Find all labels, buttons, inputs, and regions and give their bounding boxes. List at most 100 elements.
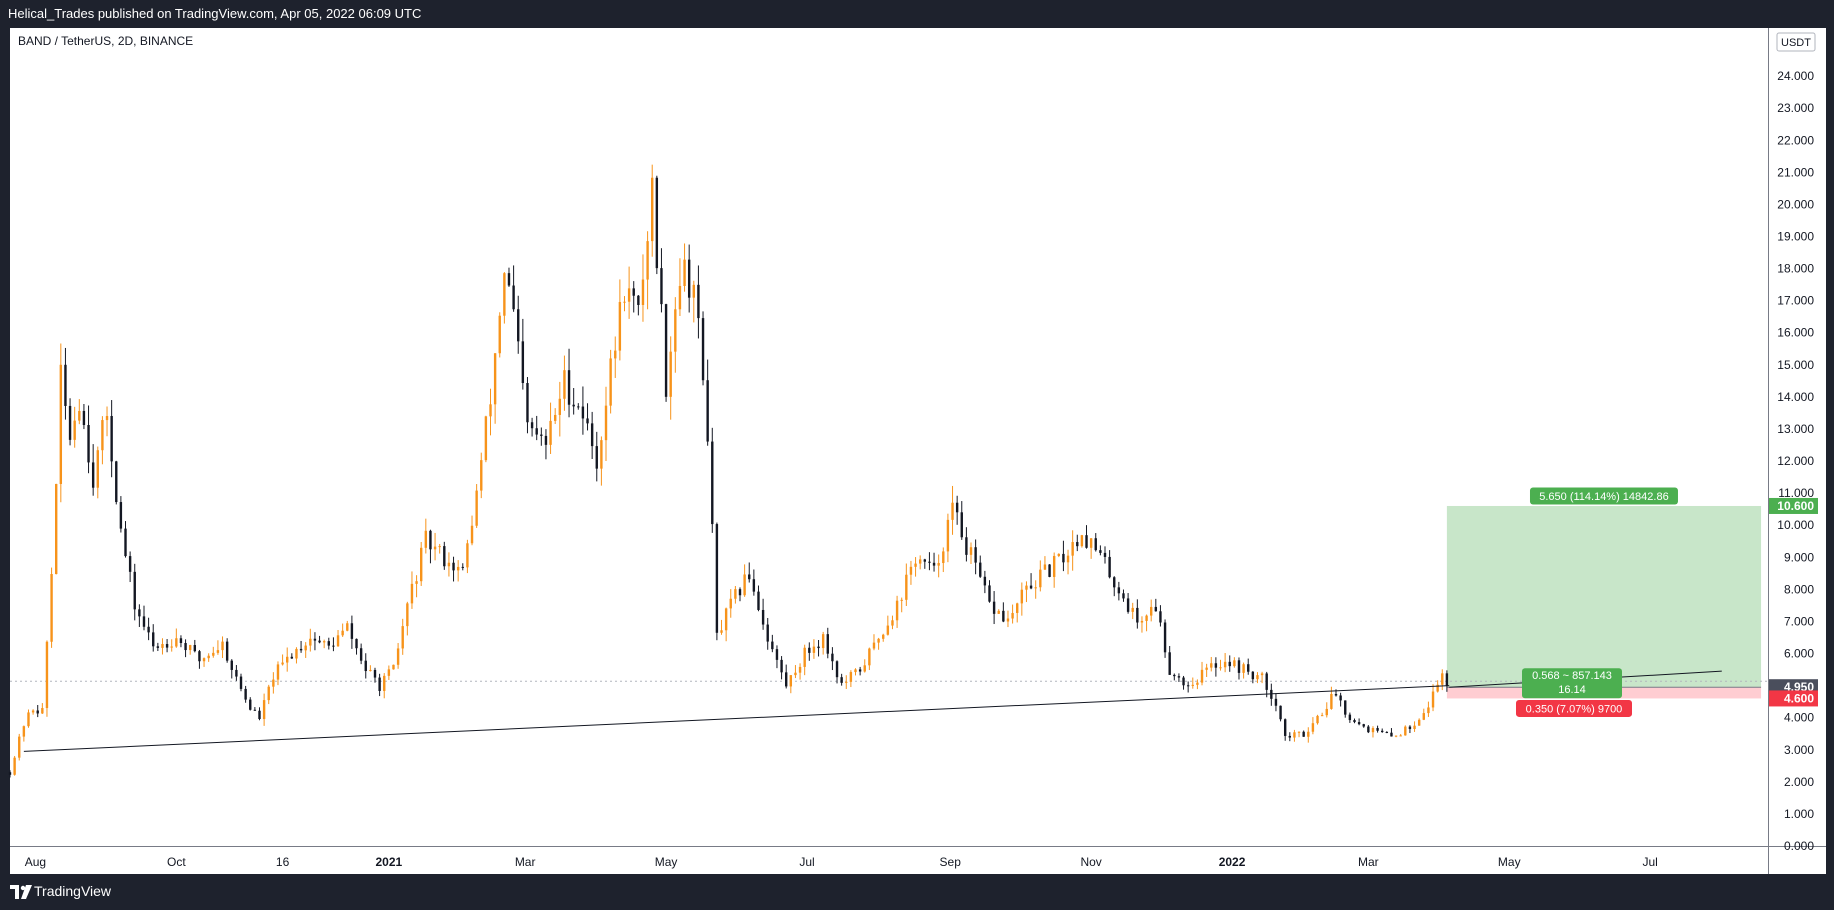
candle[interactable] bbox=[845, 675, 848, 689]
candle[interactable] bbox=[914, 557, 917, 577]
candle[interactable] bbox=[373, 667, 377, 683]
candle[interactable] bbox=[424, 518, 428, 554]
candle[interactable] bbox=[207, 653, 210, 662]
candle[interactable] bbox=[812, 639, 816, 659]
candle[interactable] bbox=[1427, 701, 1430, 717]
candle[interactable] bbox=[891, 615, 894, 630]
candle[interactable] bbox=[1399, 734, 1402, 737]
candle[interactable] bbox=[105, 406, 109, 437]
candle[interactable] bbox=[660, 248, 663, 313]
candle[interactable] bbox=[1085, 525, 1088, 549]
candle[interactable] bbox=[115, 460, 118, 505]
candle[interactable] bbox=[761, 598, 765, 630]
candle[interactable] bbox=[1016, 602, 1019, 623]
candle[interactable] bbox=[1182, 675, 1185, 690]
candle[interactable] bbox=[1307, 727, 1310, 743]
candle[interactable] bbox=[979, 555, 982, 578]
candle[interactable] bbox=[817, 640, 820, 657]
candle[interactable] bbox=[1168, 645, 1171, 675]
candle[interactable] bbox=[369, 665, 372, 672]
candle[interactable] bbox=[18, 733, 21, 761]
candle[interactable] bbox=[184, 639, 187, 658]
candle[interactable] bbox=[1417, 718, 1421, 726]
candle[interactable] bbox=[1274, 693, 1278, 712]
candle[interactable] bbox=[1136, 599, 1139, 629]
candle[interactable] bbox=[470, 515, 474, 546]
candle[interactable] bbox=[743, 564, 746, 597]
candle[interactable] bbox=[544, 429, 548, 460]
candle[interactable] bbox=[909, 560, 913, 585]
candle[interactable] bbox=[1159, 605, 1162, 627]
candle[interactable] bbox=[1413, 721, 1416, 732]
candle[interactable] bbox=[387, 665, 391, 680]
candle[interactable] bbox=[1011, 604, 1014, 624]
candle[interactable] bbox=[854, 668, 857, 676]
candle[interactable] bbox=[1214, 657, 1218, 677]
candle[interactable] bbox=[951, 485, 954, 535]
candle[interactable] bbox=[1445, 670, 1449, 692]
candle[interactable] bbox=[110, 400, 113, 478]
candle[interactable] bbox=[45, 640, 49, 717]
candle[interactable] bbox=[808, 642, 811, 661]
candle[interactable] bbox=[1367, 725, 1370, 734]
candle[interactable] bbox=[253, 707, 257, 711]
candle[interactable] bbox=[918, 555, 922, 570]
candle[interactable] bbox=[1247, 658, 1250, 675]
candle[interactable] bbox=[188, 644, 192, 655]
candle[interactable] bbox=[549, 402, 552, 454]
candle[interactable] bbox=[826, 627, 829, 659]
candle[interactable] bbox=[1145, 614, 1148, 632]
candle[interactable] bbox=[1140, 616, 1144, 633]
candle[interactable] bbox=[1200, 661, 1204, 686]
candle[interactable] bbox=[734, 585, 737, 604]
candle[interactable] bbox=[1228, 655, 1231, 672]
candle[interactable] bbox=[540, 427, 543, 446]
candle[interactable] bbox=[392, 664, 395, 670]
candle[interactable] bbox=[175, 628, 178, 648]
candle[interactable] bbox=[942, 547, 945, 573]
candle[interactable] bbox=[1131, 602, 1134, 620]
candle[interactable] bbox=[821, 631, 825, 655]
candle[interactable] bbox=[600, 436, 603, 486]
candle[interactable] bbox=[1191, 677, 1194, 689]
candle[interactable] bbox=[646, 231, 649, 310]
candle[interactable] bbox=[221, 636, 224, 659]
candle[interactable] bbox=[637, 295, 640, 316]
candle[interactable] bbox=[1076, 534, 1079, 552]
candle[interactable] bbox=[1062, 540, 1065, 572]
candle[interactable] bbox=[1089, 538, 1093, 559]
candle[interactable] bbox=[1362, 723, 1365, 728]
candle[interactable] bbox=[840, 673, 843, 686]
candle[interactable] bbox=[1108, 550, 1111, 579]
candle[interactable] bbox=[886, 615, 890, 636]
candle[interactable] bbox=[179, 635, 183, 648]
candle[interactable] bbox=[507, 267, 511, 287]
candle[interactable] bbox=[447, 552, 451, 577]
candle[interactable] bbox=[1006, 610, 1010, 628]
candle[interactable] bbox=[461, 563, 464, 571]
candle[interactable] bbox=[1441, 669, 1444, 691]
candle[interactable] bbox=[198, 649, 201, 669]
candle[interactable] bbox=[641, 254, 645, 322]
candle[interactable] bbox=[946, 513, 950, 563]
candle[interactable] bbox=[433, 532, 437, 561]
candle[interactable] bbox=[364, 653, 367, 679]
candle[interactable] bbox=[701, 311, 705, 386]
candle[interactable] bbox=[299, 640, 303, 653]
candle[interactable] bbox=[147, 617, 150, 641]
candle[interactable] bbox=[309, 628, 312, 652]
candle[interactable] bbox=[1048, 564, 1051, 578]
candle[interactable] bbox=[230, 659, 233, 679]
candle[interactable] bbox=[212, 646, 215, 658]
candle[interactable] bbox=[161, 638, 164, 655]
candle[interactable] bbox=[517, 295, 520, 354]
candle[interactable] bbox=[355, 638, 358, 655]
candle[interactable] bbox=[498, 312, 501, 358]
candle[interactable] bbox=[627, 266, 631, 319]
candle[interactable] bbox=[68, 398, 72, 446]
candle[interactable] bbox=[1381, 728, 1384, 733]
candle[interactable] bbox=[290, 653, 294, 659]
candle[interactable] bbox=[1122, 589, 1125, 602]
candle[interactable] bbox=[988, 580, 991, 603]
candle[interactable] bbox=[757, 585, 760, 612]
